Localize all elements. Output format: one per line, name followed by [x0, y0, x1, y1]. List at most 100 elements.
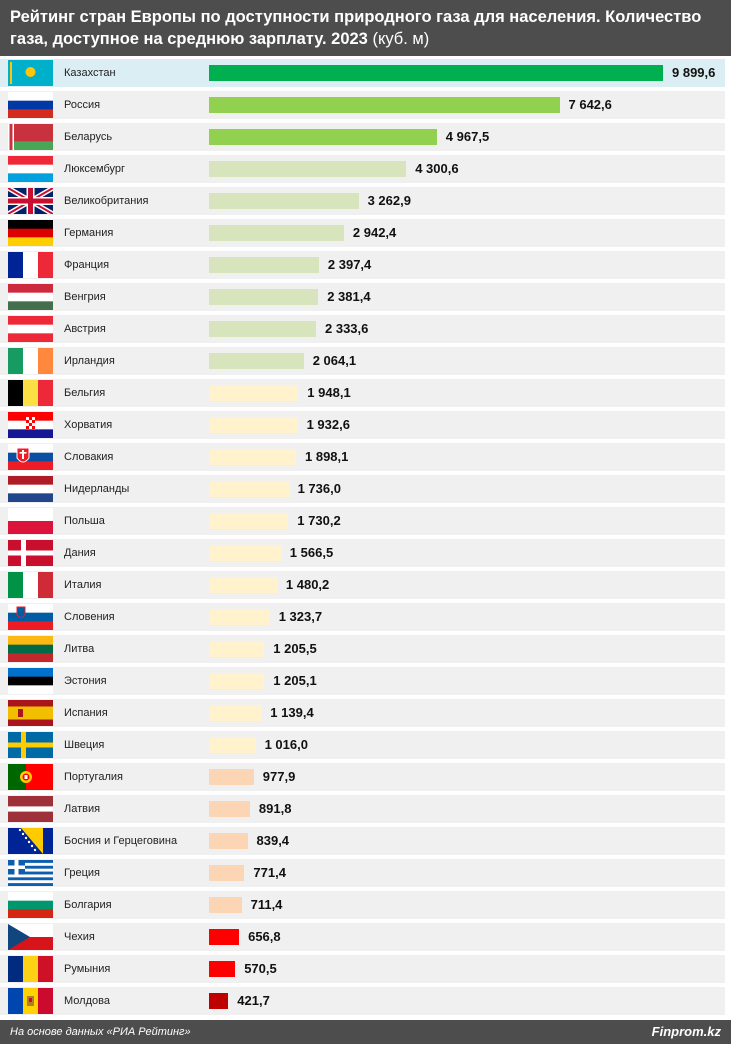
category-label: Словения	[64, 611, 115, 623]
slovenia-flag-icon	[8, 604, 53, 630]
bar	[209, 129, 437, 145]
czechia-flag-icon	[8, 924, 53, 950]
category-label: Швеция	[64, 739, 105, 751]
chart-row: Португалия 977,9	[0, 763, 725, 791]
bar	[209, 449, 296, 465]
chart-row: Литва 1 205,5	[0, 635, 725, 663]
data-label: 4 300,6	[415, 161, 459, 176]
lithuania-flag-icon	[8, 636, 53, 662]
chart-row: Чехия 656,8	[0, 923, 725, 951]
bar	[209, 161, 407, 177]
chart-row: Нидерланды 1 736,0	[0, 475, 725, 503]
category-label: Казахстан	[64, 67, 116, 79]
chart-row: Словения 1 323,7	[0, 603, 725, 631]
chart-row: Босния и Герцеговина 839,4	[0, 827, 725, 855]
chart-header: Рейтинг стран Европы по доступности прир…	[0, 0, 731, 56]
data-label: 1 898,1	[305, 449, 349, 464]
chart-row: Беларусь 4 967,5	[0, 123, 725, 151]
bar	[209, 481, 289, 497]
data-label: 2 333,6	[325, 321, 369, 336]
category-label: Хорватия	[64, 419, 113, 431]
category-label: Люксембург	[64, 163, 126, 175]
bar	[209, 737, 256, 753]
category-label: Великобритания	[64, 195, 149, 207]
category-label: Литва	[64, 643, 95, 655]
greece-flag-icon	[8, 860, 53, 886]
data-label: 4 967,5	[445, 129, 490, 144]
bar	[209, 577, 277, 593]
bar	[209, 897, 242, 913]
data-label: 1 932,6	[306, 417, 350, 432]
category-label: Ирландия	[64, 355, 115, 367]
category-label: Испания	[64, 707, 108, 719]
chart-row: Молдова 421,7	[0, 987, 725, 1015]
source-note: На основе данных «РИА Рейтинг»	[10, 1026, 191, 1038]
category-label: Молдова	[64, 995, 110, 1007]
data-label: 1 730,2	[297, 513, 341, 528]
data-label: 1 948,1	[307, 385, 351, 400]
chart-row: Румыния 570,5	[0, 955, 725, 983]
netherlands-flag-icon	[8, 476, 53, 502]
category-label: Франция	[64, 259, 110, 271]
bar	[209, 353, 304, 369]
bar	[209, 225, 344, 241]
chart-row: Франция 2 397,4	[0, 251, 725, 279]
category-label: Латвия	[64, 803, 101, 815]
chart-row: Словакия 1 898,1	[0, 443, 725, 471]
category-label: Беларусь	[64, 131, 113, 143]
chart-row: Казахстан 9 899,6	[0, 59, 725, 87]
italy-flag-icon	[8, 572, 53, 598]
russia-flag-icon	[8, 92, 53, 118]
category-label: Чехия	[64, 931, 95, 943]
united-kingdom-flag-icon	[8, 188, 53, 214]
chart-footer: На основе данных «РИА Рейтинг» Finprom.k…	[0, 1020, 731, 1044]
bar	[209, 705, 262, 721]
croatia-flag-icon	[8, 412, 53, 438]
category-label: Нидерланды	[64, 483, 130, 495]
bar	[209, 97, 560, 113]
data-label: 1 736,0	[297, 481, 341, 496]
category-label: Италия	[64, 579, 102, 591]
data-label: 9 899,6	[672, 65, 716, 80]
category-label: Греция	[64, 867, 100, 879]
chart-row: Хорватия 1 932,6	[0, 411, 725, 439]
category-label: Эстония	[64, 675, 107, 687]
data-label: 656,8	[248, 929, 281, 944]
chart-row: Великобритания 3 262,9	[0, 187, 725, 215]
chart-row: Венгрия 2 381,4	[0, 283, 725, 311]
bar	[209, 289, 319, 305]
poland-flag-icon	[8, 508, 53, 534]
data-label: 1 480,2	[285, 577, 330, 592]
sweden-flag-icon	[8, 732, 53, 758]
data-label: 1 205,5	[273, 641, 317, 656]
latvia-flag-icon	[8, 796, 53, 822]
chart-row: Ирландия 2 064,1	[0, 347, 725, 375]
romania-flag-icon	[8, 956, 53, 982]
estonia-flag-icon	[8, 668, 53, 694]
category-label: Венгрия	[64, 291, 106, 303]
chart-row: Люксембург 4 300,6	[0, 155, 725, 183]
chart-row: Дания 1 566,5	[0, 539, 725, 567]
chart-row: Россия 7 642,6	[0, 91, 725, 119]
data-label: 891,8	[258, 801, 292, 816]
data-label: 977,9	[262, 769, 296, 784]
bar	[209, 929, 240, 945]
data-label: 839,4	[256, 833, 290, 848]
data-label: 2 397,4	[327, 257, 372, 272]
data-label: 3 262,9	[367, 193, 411, 208]
germany-flag-icon	[8, 220, 53, 246]
data-label: 421,7	[237, 993, 270, 1008]
moldova-flag-icon	[8, 988, 53, 1014]
denmark-flag-icon	[8, 540, 53, 566]
chart-row: Германия 2 942,4	[0, 219, 725, 247]
data-label: 1 016,0	[264, 737, 308, 752]
bar	[209, 417, 298, 433]
data-label: 1 205,1	[273, 673, 317, 688]
chart-row: Испания 1 139,4	[0, 699, 725, 727]
category-label: Австрия	[64, 323, 106, 335]
category-label: Румыния	[64, 963, 111, 975]
data-label: 771,4	[253, 865, 286, 880]
category-label: Болгария	[64, 899, 112, 911]
bar	[209, 833, 248, 849]
austria-flag-icon	[8, 316, 53, 342]
